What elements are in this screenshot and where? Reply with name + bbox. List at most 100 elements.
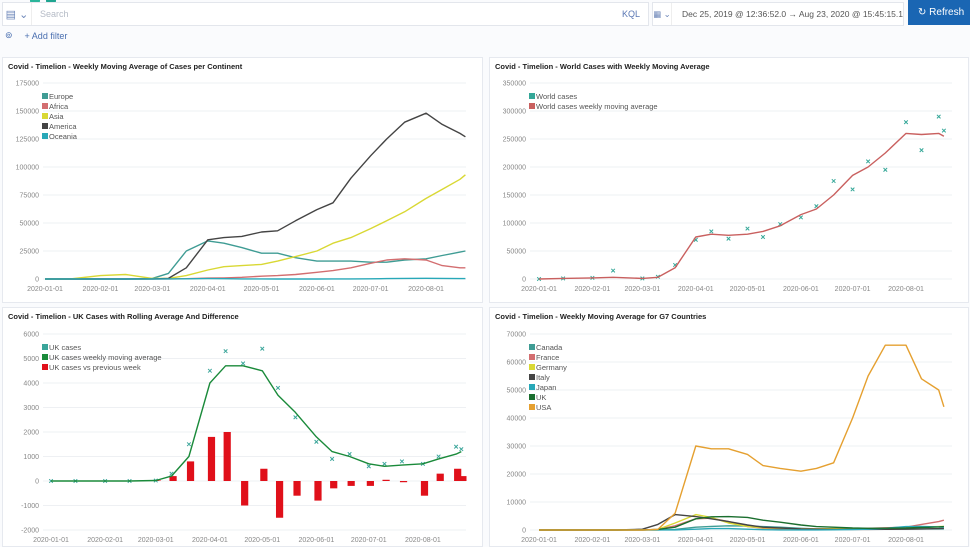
filter-bar: ⊚ + Add filter [5, 30, 67, 41]
legend-swatch [529, 344, 535, 350]
bar [459, 476, 466, 481]
data-point [727, 237, 731, 241]
data-point [460, 447, 464, 451]
data-point [920, 148, 924, 152]
legend-entry: World cases weekly moving average [536, 102, 658, 111]
y-tick-label: 150000 [16, 109, 39, 116]
series-line-oceania [45, 278, 465, 279]
bar [293, 481, 300, 496]
query-language-toggle[interactable]: KQL [614, 9, 648, 19]
bar [421, 481, 428, 496]
y-tick-label: 25000 [20, 249, 40, 256]
legend-entry: UK cases weekly moving average [49, 353, 162, 362]
legend-entry: Japan [536, 383, 556, 392]
legend-swatch [42, 93, 48, 99]
y-tick-label: 0 [35, 479, 39, 486]
x-tick-label: 2020-08-01 [888, 537, 924, 544]
x-tick-label: 2020-06-01 [783, 537, 819, 544]
search-input[interactable]: Search [31, 3, 614, 25]
x-tick-label: 2020-07-01 [835, 537, 871, 544]
legend-swatch [42, 133, 48, 139]
x-tick-label: 2020-02-01 [575, 286, 611, 293]
x-tick-label: 2020-02-01 [87, 537, 123, 544]
bar [241, 481, 248, 506]
data-point [866, 160, 870, 164]
y-tick-label: 125000 [16, 137, 39, 144]
data-point [904, 120, 908, 124]
add-filter-link[interactable]: + Add filter [25, 31, 68, 41]
y-tick-label: 250000 [503, 137, 526, 144]
y-tick-label: -2000 [21, 528, 39, 535]
top-bar: ▤ ⌄ Search KQL ▦ ⌄ Dec 25, 2019 @ 12:36:… [0, 0, 970, 28]
legend-entry: France [536, 353, 559, 362]
bar [208, 437, 215, 481]
series-line-america [45, 113, 465, 279]
bar [276, 481, 283, 518]
y-tick-label: 6000 [23, 332, 39, 339]
data-point [276, 386, 280, 390]
y-tick-label: 20000 [507, 472, 527, 479]
legend-entry: Asia [49, 112, 64, 121]
legend-entry: World cases [536, 92, 577, 101]
legend-entry: Italy [536, 373, 550, 382]
legend-swatch [42, 344, 48, 350]
x-tick-label: 2020-01-01 [33, 537, 69, 544]
x-tick-label: 2020-01-01 [27, 286, 63, 293]
y-tick-label: 175000 [16, 81, 39, 88]
y-tick-label: 300000 [503, 109, 526, 116]
data-point [942, 129, 946, 133]
data-point [260, 347, 264, 351]
series-line-asia [45, 175, 465, 279]
bar [330, 481, 337, 488]
y-tick-label: 50000 [20, 221, 40, 228]
legend-entry: USA [536, 403, 551, 412]
date-range[interactable]: Dec 25, 2019 @ 12:36:52.0 → Aug 23, 2020… [672, 9, 903, 19]
y-tick-label: 150000 [503, 193, 526, 200]
data-point [611, 269, 615, 273]
y-tick-label: 10000 [507, 500, 527, 507]
y-tick-label: 4000 [23, 381, 39, 388]
data-point [454, 445, 458, 449]
chart-svg: -2000-100001000200030004000500060002020-… [3, 308, 482, 546]
y-tick-label: 30000 [507, 444, 527, 451]
x-tick-label: 2020-04-01 [678, 286, 714, 293]
panel-g7: Covid - Timelion - Weekly Moving Average… [489, 307, 969, 547]
x-tick-label: 2020-03-01 [138, 537, 174, 544]
series-line-world-cases-weekly-moving-average [539, 133, 944, 279]
filter-icon[interactable]: ⊚ [5, 30, 13, 41]
legend-swatch [529, 93, 535, 99]
data-point [187, 442, 191, 446]
data-point [832, 179, 836, 183]
x-tick-label: 2020-07-01 [835, 286, 871, 293]
legend-entry: Canada [536, 343, 563, 352]
bar [400, 481, 407, 482]
data-point [851, 188, 855, 192]
bar [314, 481, 321, 501]
refresh-button[interactable]: ↻ Refresh [908, 0, 970, 25]
y-tick-label: 350000 [503, 81, 526, 88]
y-tick-label: 0 [522, 277, 526, 284]
panel-continents: Covid - Timelion - Weekly Moving Average… [2, 57, 483, 303]
data-point [367, 465, 371, 469]
bar [260, 469, 267, 481]
y-tick-label: 5000 [23, 356, 39, 363]
legend-swatch [529, 103, 535, 109]
legend-swatch [529, 394, 535, 400]
calendar-icon[interactable]: ▦ ⌄ [653, 3, 672, 25]
legend-entry: Oceania [49, 132, 78, 141]
x-tick-label: 2020-07-01 [351, 537, 387, 544]
x-tick-label: 2020-05-01 [244, 286, 280, 293]
chart-svg: 0500001000001500002000002500003000003500… [490, 58, 968, 302]
y-tick-label: 3000 [23, 405, 39, 412]
search-bar: ▤ ⌄ Search KQL [2, 2, 649, 26]
y-tick-label: 2000 [23, 430, 39, 437]
y-tick-label: 200000 [503, 165, 526, 172]
saved-query-icon[interactable]: ▤ ⌄ [3, 8, 31, 21]
bar [348, 481, 355, 486]
bar [437, 474, 444, 481]
legend-swatch [42, 113, 48, 119]
data-point [761, 235, 765, 239]
legend-swatch [42, 364, 48, 370]
y-tick-label: 60000 [507, 360, 527, 367]
data-point [224, 349, 228, 353]
